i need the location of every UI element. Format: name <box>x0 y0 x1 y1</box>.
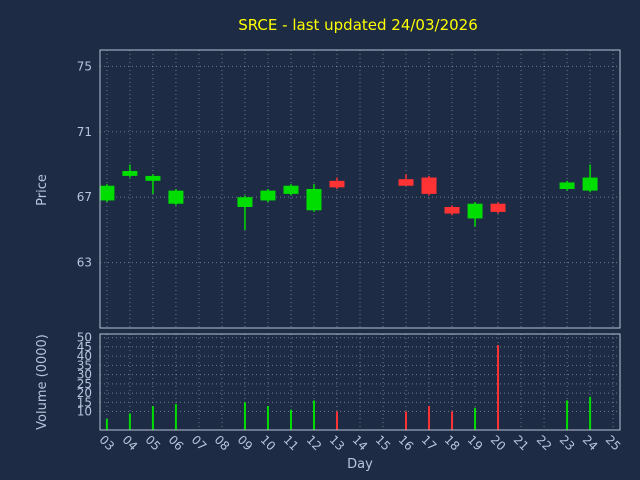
candle-body-day-5 <box>145 175 161 181</box>
chart-title: SRCE - last updated 24/03/2026 <box>238 16 478 34</box>
x-tick-label: 10 <box>258 433 279 454</box>
candle-body-day-20 <box>490 203 506 212</box>
x-tick-label: 07 <box>189 433 210 454</box>
x-tick-label: 19 <box>465 433 486 454</box>
volume-tick-label: 35 <box>77 358 92 372</box>
candle-body-day-17 <box>421 177 437 194</box>
price-tick-label: 63 <box>77 256 92 270</box>
x-tick-label: 16 <box>396 433 417 454</box>
x-axis-label: Day <box>347 457 373 472</box>
plot-area: 03 04 05 06 07 08 09 10 11 12 13 14 15 16 17 18 19 20 21 22… <box>77 49 624 453</box>
x-tick-label: 14 <box>350 433 371 454</box>
candle-body-day-24 <box>582 177 598 191</box>
volume-tick-label: 20 <box>77 386 92 400</box>
x-tick-label: 25 <box>603 433 624 454</box>
volume-axis-label: Volume (0000) <box>35 334 50 430</box>
price-panel-frame <box>99 49 621 329</box>
candle-body-day-23 <box>559 182 575 189</box>
candle-body-day-10 <box>260 190 276 201</box>
tick-labels: 03 04 05 06 07 08 09 10 11 12 13 14 15 16 17 18 19 20 21 22… <box>77 59 624 453</box>
x-tick-label: 21 <box>511 433 532 454</box>
x-tick-label: 08 <box>212 433 233 454</box>
x-tick-label: 18 <box>442 433 463 454</box>
x-tick-label: 09 <box>235 433 256 454</box>
volume-bars <box>105 345 592 430</box>
candle-body-day-18 <box>444 206 460 214</box>
x-tick-label: 20 <box>488 433 509 454</box>
x-tick-label: 04 <box>120 433 141 454</box>
candle-body-day-12 <box>306 189 322 211</box>
volume-tick-label: 30 <box>77 368 92 382</box>
x-tick-label: 11 <box>281 433 302 454</box>
volume-tick-label: 10 <box>77 405 92 419</box>
candle-body-day-19 <box>467 203 483 219</box>
x-tick-label: 12 <box>304 433 325 454</box>
candle-body-day-13 <box>329 180 345 188</box>
price-axis-label: Price <box>35 174 50 206</box>
x-tick-label: 17 <box>419 433 440 454</box>
volume-tick-label: 50 <box>77 331 92 345</box>
candle-body-day-11 <box>283 185 299 194</box>
price-tick-label: 67 <box>77 190 92 204</box>
x-tick-label: 22 <box>534 433 555 454</box>
volume-tick-label: 15 <box>77 395 92 409</box>
candle-body-day-16 <box>398 179 414 186</box>
volume-tick-label: 40 <box>77 349 92 363</box>
price-tick-label: 75 <box>77 59 92 73</box>
axes <box>99 49 621 431</box>
candle-body-day-6 <box>168 190 184 204</box>
x-tick-label: 13 <box>327 433 348 454</box>
x-tick-label: 06 <box>166 433 187 454</box>
volume-panel-frame <box>99 333 621 431</box>
x-tick-label: 24 <box>580 433 601 454</box>
volume-tick-label: 45 <box>77 340 92 354</box>
candles <box>99 164 598 230</box>
x-tick-label: 05 <box>143 433 164 454</box>
candle-body-day-4 <box>122 171 138 176</box>
gridlines <box>100 50 620 430</box>
x-tick-label: 03 <box>97 433 118 454</box>
x-tick-label: 15 <box>373 433 394 454</box>
x-tick-label: 23 <box>557 433 578 454</box>
candle-body-day-3 <box>99 185 115 201</box>
candle-body-day-9 <box>237 197 253 207</box>
volume-tick-label: 25 <box>77 377 92 391</box>
price-tick-label: 71 <box>77 125 92 139</box>
